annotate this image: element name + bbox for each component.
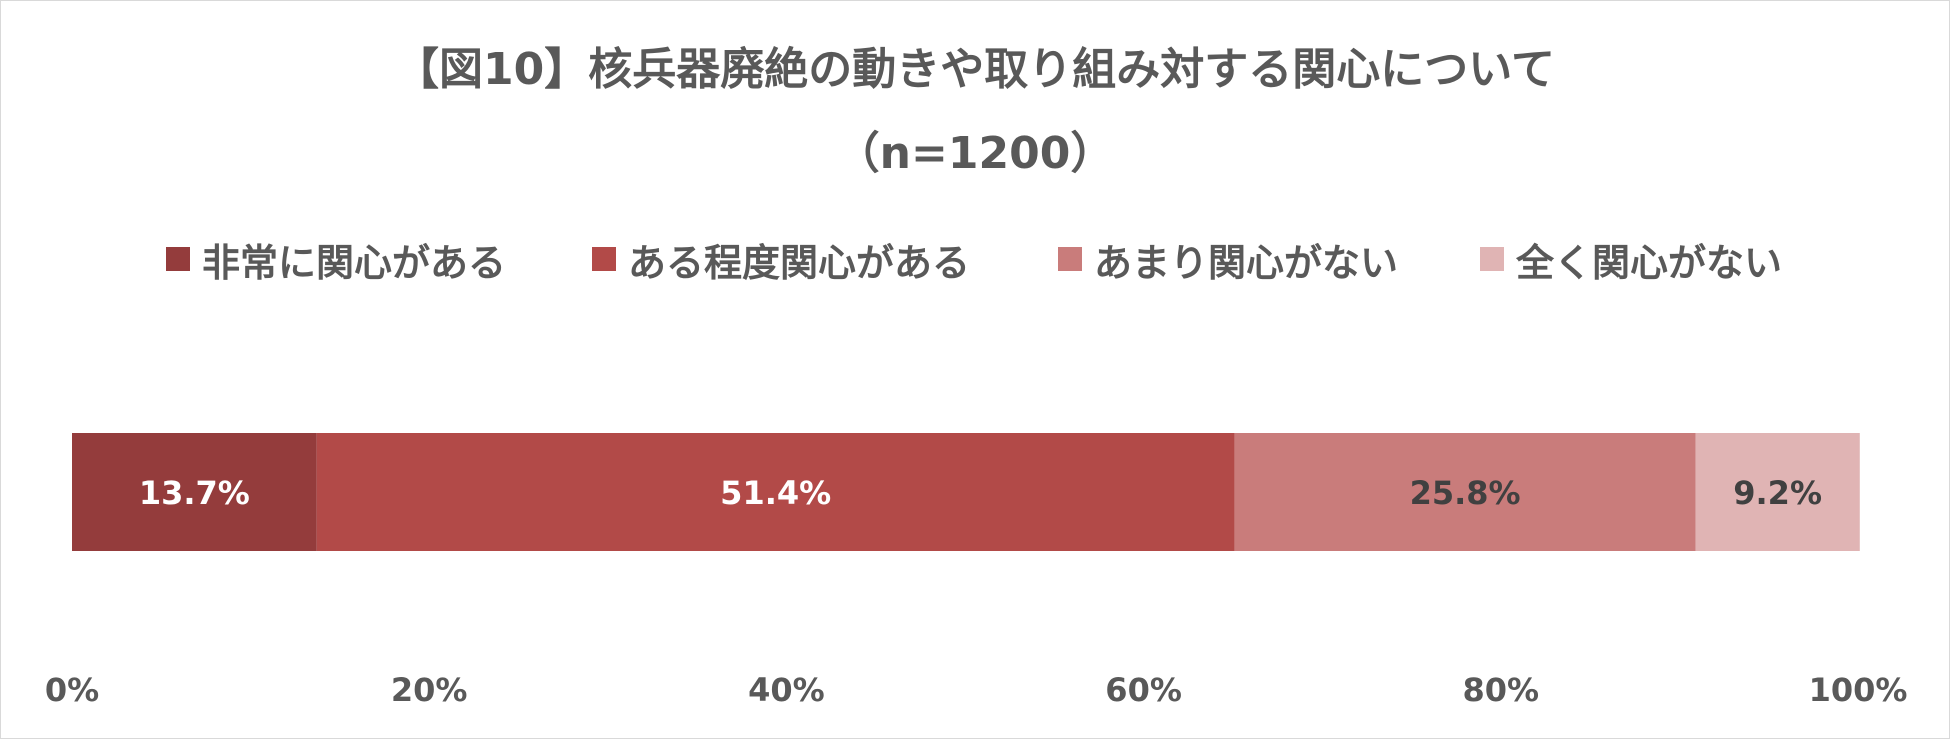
legend-item: 非常に関心がある: [166, 232, 506, 286]
x-tick-label: 20%: [391, 671, 468, 709]
bar-segment: [1234, 433, 1696, 551]
bar-segment: [1695, 433, 1860, 551]
legend-label: あまり関心がない: [1094, 240, 1399, 285]
data-label: 25.8%: [1410, 474, 1521, 512]
chart-subtitle: （n=1200）: [835, 128, 1115, 179]
legend-label: ある程度関心がある: [628, 240, 971, 285]
legend: 非常に関心がある ある程度関心がある あまり関心がない 全く関心がない: [0, 232, 1950, 286]
x-tick-label: 80%: [1463, 671, 1540, 709]
legend-swatch: [1480, 247, 1504, 271]
legend-swatch: [1058, 247, 1082, 271]
bar-segment: [72, 433, 317, 551]
data-label: 13.7%: [139, 474, 250, 512]
x-tick-label: 40%: [748, 671, 825, 709]
legend-label: 非常に関心がある: [202, 240, 507, 285]
legend-item: あまり関心がない: [1058, 232, 1398, 286]
x-tick-label: 60%: [1105, 671, 1182, 709]
legend-swatch: [592, 247, 616, 271]
legend-item: ある程度関心がある: [592, 232, 970, 286]
data-label: 51.4%: [720, 474, 831, 512]
data-label: 9.2%: [1733, 474, 1822, 512]
legend-item: 全く関心がない: [1480, 232, 1782, 286]
bar-segment: [316, 433, 1235, 551]
legend-label: 全く関心がない: [1516, 240, 1783, 285]
x-tick-label: 0%: [45, 671, 99, 709]
x-tick-label: 100%: [1809, 671, 1908, 709]
chart-title: 【図10】核兵器廃絶の動きや取り組み対する関心について: [395, 44, 1555, 95]
legend-swatch: [166, 247, 190, 271]
